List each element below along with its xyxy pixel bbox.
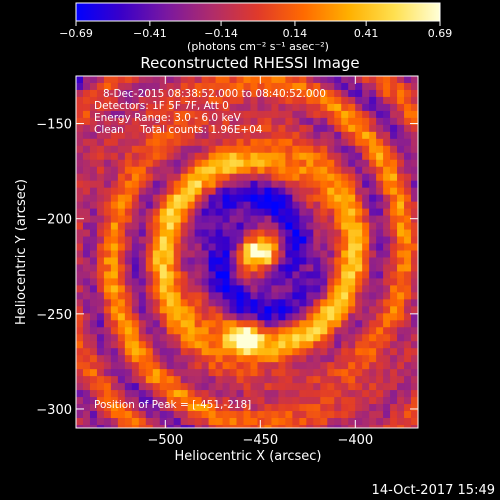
chart-title: Reconstructed RHESSI Image — [140, 54, 359, 72]
colorbar-tick-label: −0.69 — [59, 27, 93, 40]
y-tick-label: −200 — [36, 213, 72, 228]
colorbar-tick-label: −0.41 — [133, 27, 167, 40]
colorbar-tick-label: −0.14 — [204, 27, 238, 40]
colorbar-gradient — [75, 2, 441, 22]
annotation-time-range: 8-Dec-2015 08:38:52.000 to 08:40:52.000 — [103, 88, 326, 100]
x-tick-label: −450 — [242, 433, 278, 448]
annotation-block: 8-Dec-2015 08:38:52.000 to 08:40:52.000 … — [94, 88, 326, 411]
y-tick-label: −300 — [36, 403, 72, 418]
x-tick-label: −500 — [147, 433, 183, 448]
colorbar-tick-label: 0.14 — [283, 27, 308, 40]
colorbar: −0.69 −0.41 −0.14 0.14 0.41 0.69 (photons cm⁻… — [59, 2, 452, 53]
colorbar-tick-label: 0.41 — [354, 27, 379, 40]
y-tick-label: −250 — [36, 308, 72, 323]
annotation-peak-position: Position of Peak = [-451,-218] — [94, 399, 251, 411]
annotation-energy-range: Energy Range: 3.0 - 6.0 keV — [94, 112, 242, 124]
plot-frame — [75, 75, 419, 429]
y-axis-label: Heliocentric Y (arcsec) — [14, 179, 29, 325]
colorbar-ticks: −0.69 −0.41 −0.14 0.14 0.41 0.69 — [59, 21, 452, 40]
colorbar-unit-label: (photons cm⁻² s⁻¹ asec⁻²) — [187, 40, 329, 53]
x-axis-label: Heliocentric X (arcsec) — [175, 449, 322, 464]
x-tick-label: −400 — [337, 433, 373, 448]
colorbar-tick-label: 0.69 — [428, 27, 453, 40]
axis-ticks: −500 −450 −400 −150 −200 −250 −300 — [36, 76, 418, 448]
y-tick-label: −150 — [36, 118, 72, 133]
annotation-clean-counts: Clean Total counts: 1.96E+04 — [94, 124, 263, 136]
footer-timestamp: 14-Oct-2017 15:49 — [372, 483, 495, 498]
annotation-detectors: Detectors: 1F 5F 7F, Att 0 — [94, 100, 229, 112]
heatmap-image — [76, 76, 418, 428]
